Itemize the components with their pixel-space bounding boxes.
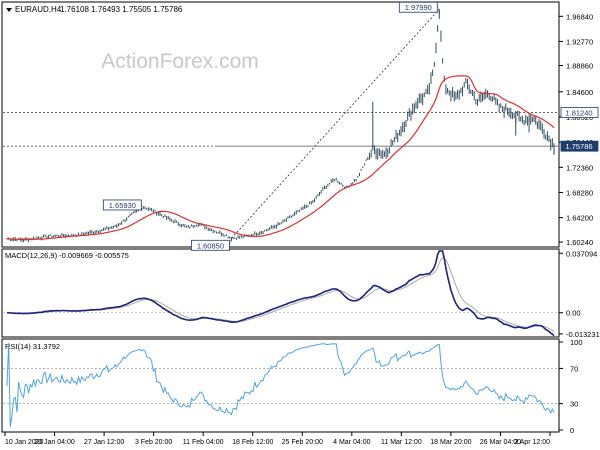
- macd-line: [7, 250, 555, 337]
- annotation-leader: [229, 238, 232, 246]
- time-tick-label: 18 Feb 12:00: [232, 439, 273, 446]
- rsi-label: RSI(14) 31.3792: [5, 342, 60, 351]
- current-price-tag-box: [560, 140, 599, 152]
- macd-tick-label: 0.00: [566, 309, 581, 318]
- macd-tick-label: 0.037094: [566, 249, 597, 258]
- price-tick-label: 1.96840: [566, 12, 593, 21]
- symbol-label: EURAUD,H4: [15, 5, 62, 14]
- resistance-tag-box: [560, 107, 599, 118]
- rsi-axis: 100 70 30 0: [559, 338, 583, 435]
- price-tick-label: 1.60240: [566, 238, 593, 247]
- price-tick-label: 1.92770: [566, 37, 593, 46]
- price-plot: 1.97990 1.65930 1.60850 1.81240 1.75786: [3, 1, 599, 251]
- current-price-tag-label: 1.75786: [565, 142, 592, 151]
- annotation-leader: [141, 204, 144, 208]
- price-tick-label: 1.68280: [566, 188, 593, 197]
- time-tick-label: 11 Mar 12:00: [381, 439, 422, 446]
- time-tick-label: 25 Feb 20:00: [282, 439, 323, 446]
- price-annotation-label: 1.97990: [405, 3, 432, 12]
- time-tick-label: 2 Apr 12:00: [514, 439, 550, 446]
- price-tick-label: 1.84600: [566, 88, 593, 97]
- macd-panel: [1, 248, 560, 338]
- resistance-tag-label: 1.81240: [565, 109, 592, 118]
- price-annotation-label: 1.65930: [109, 201, 136, 210]
- rsi-plot: [3, 342, 558, 427]
- moving-average-line: [7, 75, 555, 240]
- time-tick-label: 18 Mar 20:00: [430, 439, 471, 446]
- time-tick-label: 27 Jan 12:00: [84, 439, 125, 446]
- watermark: ActionForex.com: [101, 50, 259, 73]
- rsi-tick-label: 30: [570, 400, 578, 409]
- rsi-tick-label: 0: [570, 426, 574, 435]
- price-panel: [1, 1, 560, 248]
- macd-plot: [3, 250, 558, 337]
- time-tick-label: 4 Mar 04:00: [333, 439, 370, 446]
- ohlc-readout: 1.76108 1.76493 1.75505 1.75786: [60, 5, 183, 14]
- price-annotation-label: 1.60850: [197, 241, 224, 250]
- time-tick-label: 10 Jan 2020: [5, 439, 44, 446]
- rsi-tick-label: 70: [570, 364, 578, 373]
- rsi-tick-label: 100: [570, 338, 583, 347]
- rsi-line: [6, 342, 555, 427]
- macd-label: MACD(12,26,9) -0.009669 -0.005575: [5, 251, 129, 260]
- time-tick-label: 26 Mar 04:00: [480, 439, 521, 446]
- price-tick-label: 1.72360: [566, 163, 593, 172]
- trend-line: [231, 8, 440, 239]
- rsi-panel: [1, 338, 560, 433]
- time-tick-label: 20 Jan 04:00: [34, 439, 75, 446]
- macd-axis: 0.037094 0.00 -0.013231: [559, 249, 600, 339]
- time-tick-label: 3 Feb 20:00: [135, 439, 172, 446]
- annotation-leader: [437, 7, 440, 10]
- price-tick-label: 1.64200: [566, 214, 593, 223]
- macd-tick-label: -0.013231: [566, 330, 600, 339]
- time-tick-label: 11 Feb 04:00: [183, 439, 224, 446]
- collapse-triangle-icon[interactable]: [6, 8, 12, 12]
- price-tick-label: 1.88860: [566, 62, 593, 71]
